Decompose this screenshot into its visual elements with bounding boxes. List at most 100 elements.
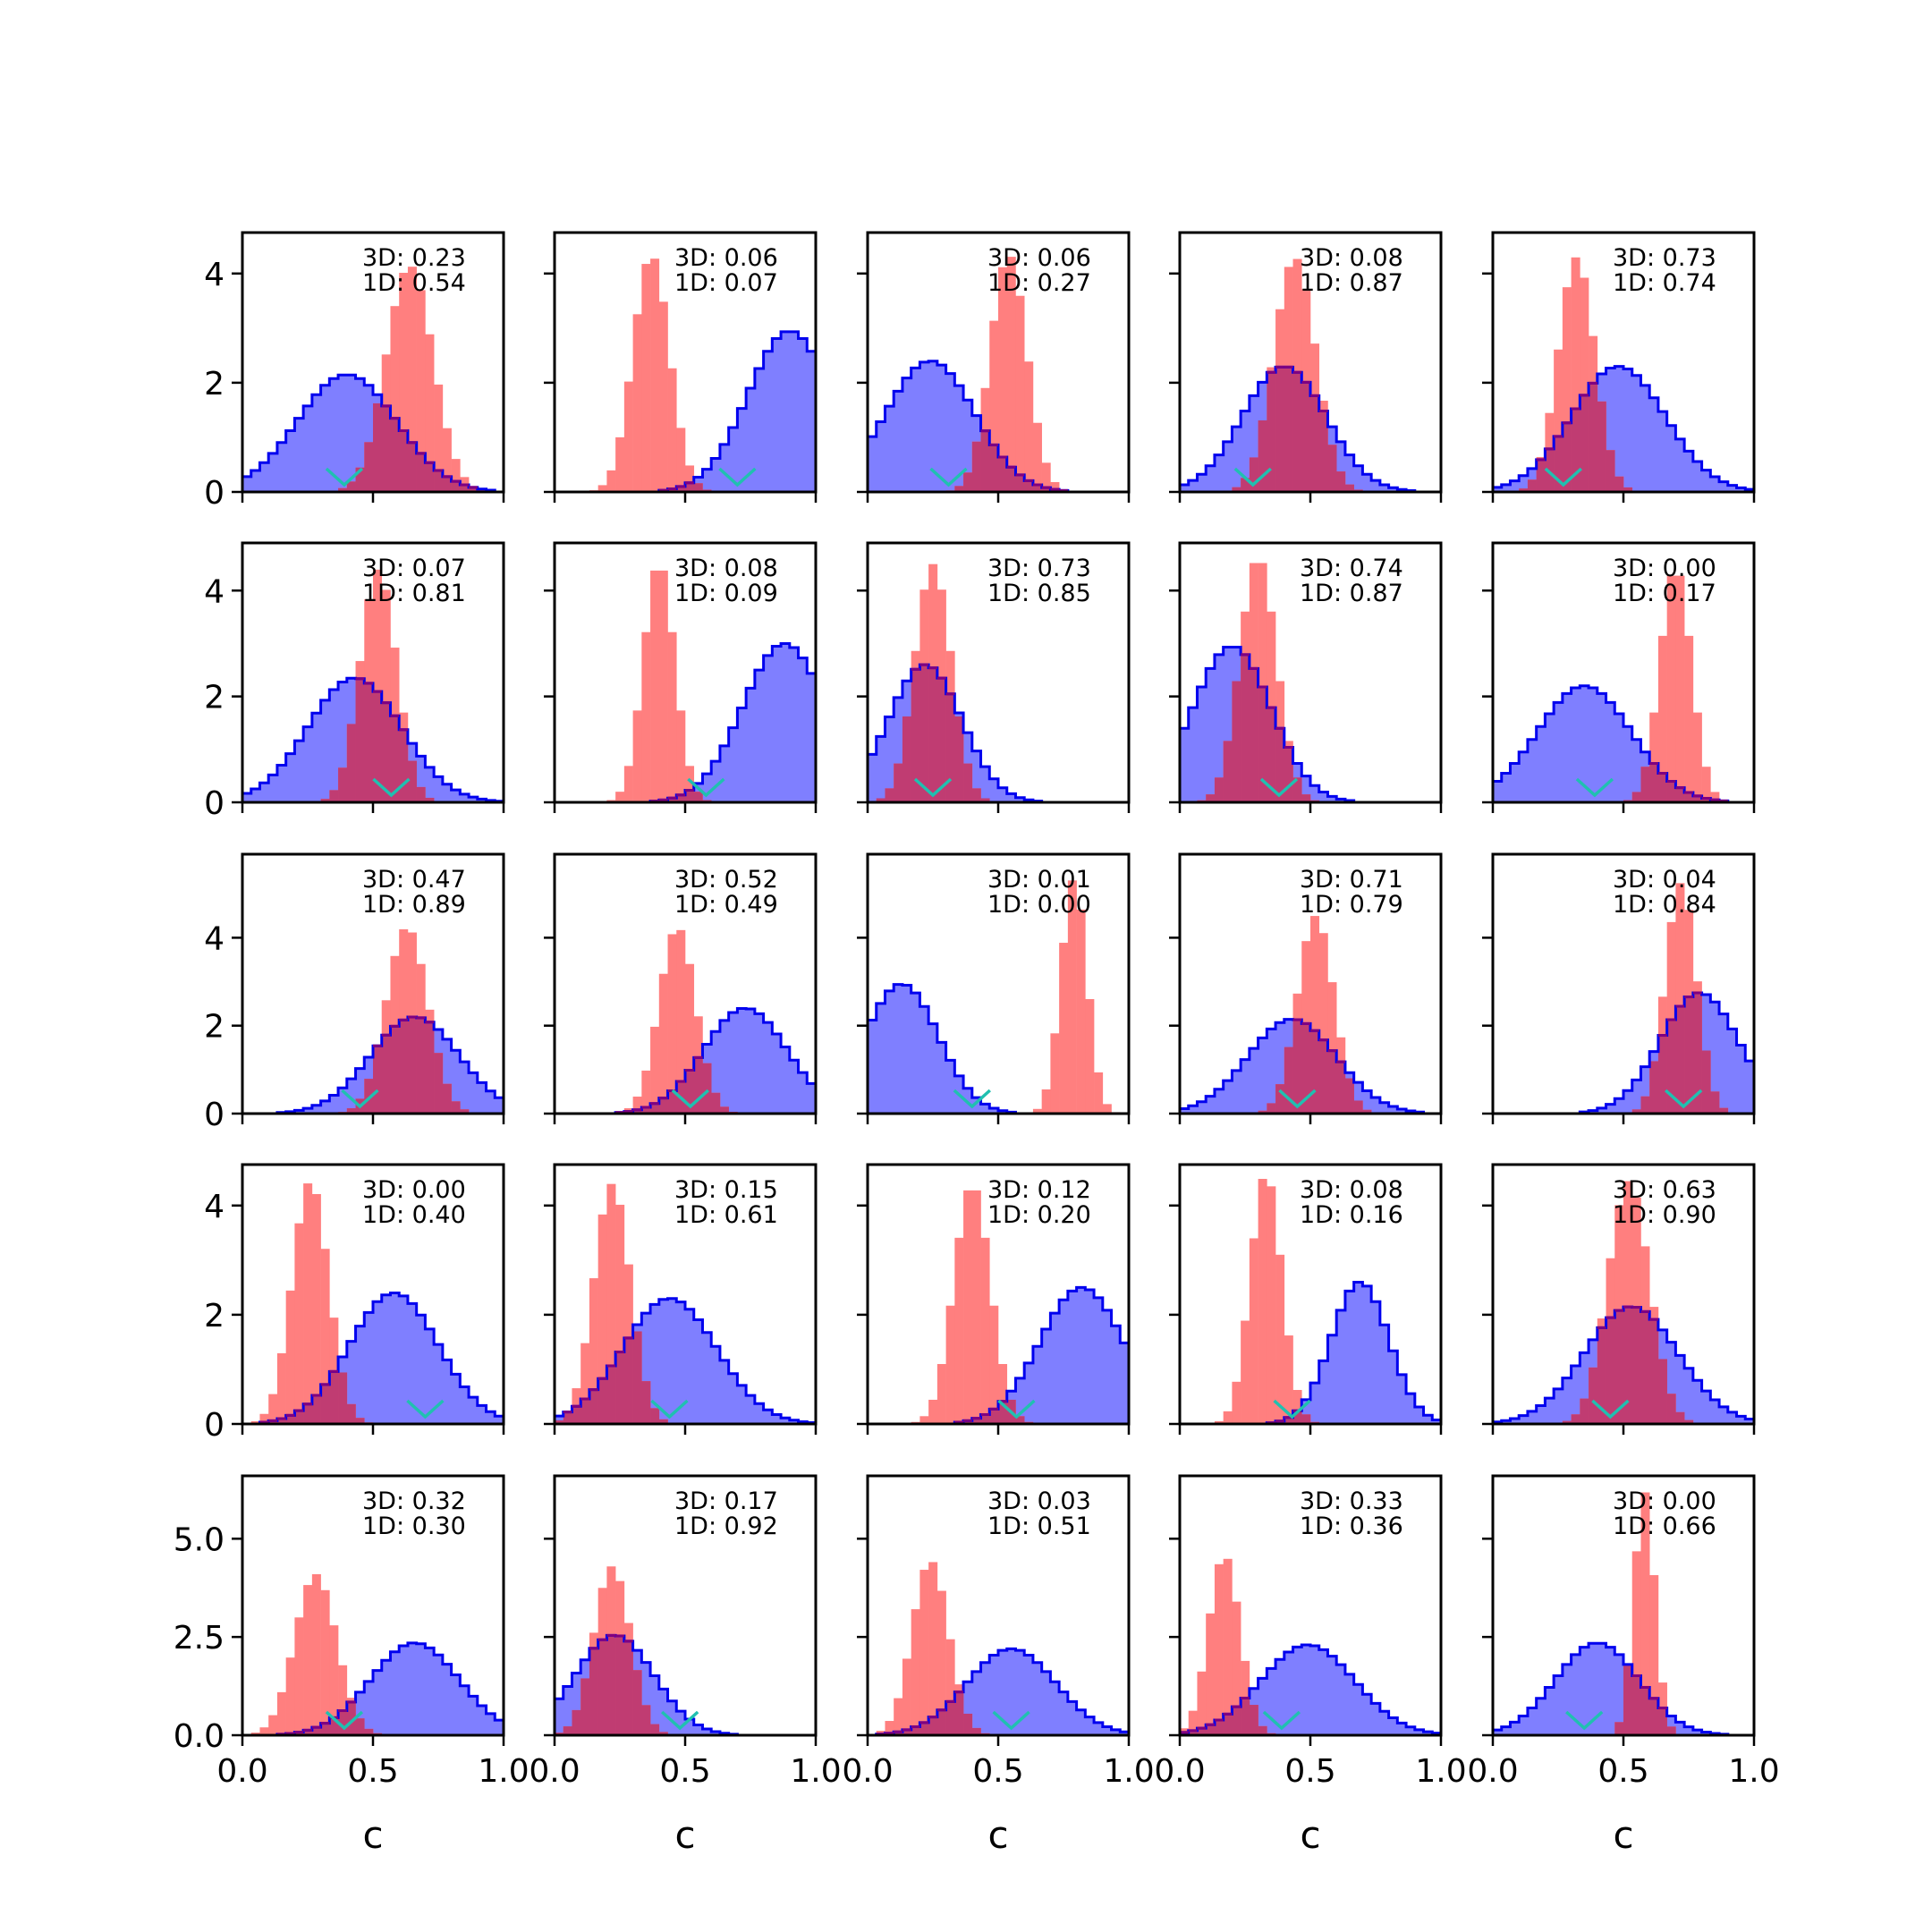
red-histogram-bar (1710, 792, 1720, 802)
overlap-bar (303, 1403, 313, 1424)
blue-histogram-outline (555, 1633, 816, 1735)
overlap-bar (294, 1732, 304, 1735)
annotation-text: 1D: 0.74 (1613, 269, 1716, 297)
overlap-bar (1267, 1103, 1276, 1114)
red-histogram-bar (676, 710, 686, 802)
overlap-bar (658, 1419, 668, 1424)
overlap-bar (460, 1109, 470, 1114)
true-value-marker (1233, 467, 1272, 487)
overlap-bar (1692, 992, 1702, 1114)
red-histogram-bar (1310, 916, 1320, 1114)
overlap-bar (1649, 1698, 1659, 1735)
overlap-bar (1301, 1023, 1311, 1114)
overlap-bar (381, 405, 391, 492)
annotation-text: 3D: 0.71 (1300, 866, 1403, 894)
red-histogram-bar (597, 485, 607, 492)
overlap-bar (1275, 1084, 1285, 1114)
blue-histogram-outline (1493, 1305, 1754, 1424)
red-histogram-bar (945, 1305, 955, 1424)
overlap-bar (329, 1371, 339, 1424)
red-histogram-bar (1223, 1558, 1233, 1735)
overlap-bar (1284, 1046, 1293, 1114)
red-histogram-bar (641, 1070, 651, 1114)
y-tick-label: 4 (204, 920, 225, 957)
red-histogram-bar (1006, 257, 1016, 492)
overlap-bar (1684, 1419, 1694, 1424)
overlap-bar (902, 1729, 911, 1735)
overlap-bar (580, 1399, 590, 1424)
overlap-bar (1015, 1416, 1025, 1424)
red-histogram-bar (998, 267, 1008, 492)
annotation-text: 1D: 0.36 (1300, 1513, 1403, 1540)
overlap-bar (1249, 668, 1258, 802)
x-tick-label: 0.0 (1467, 1753, 1518, 1790)
overlap-bar (963, 472, 973, 492)
overlap-bar (1606, 1318, 1615, 1424)
overlap-bar (1640, 767, 1650, 802)
overlap-bar (1580, 1398, 1589, 1424)
red-histogram-bar (1258, 563, 1267, 802)
annotation-text: 1D: 0.87 (1300, 580, 1403, 607)
overlap-bar (894, 763, 903, 802)
overlap-bar (954, 1691, 964, 1735)
blue-histogram-outline (555, 330, 816, 492)
red-histogram-bar (685, 465, 695, 492)
red-histogram-bar (606, 470, 616, 492)
x-tick-label: 0.5 (347, 1753, 398, 1790)
red-histogram-bar (381, 589, 391, 802)
y-tick-label: 0.0 (174, 1718, 225, 1755)
overlap-bar (641, 1381, 651, 1424)
overlap-bar (998, 1401, 1008, 1424)
red-histogram-bar (615, 436, 625, 492)
overlap-bar (667, 1090, 677, 1114)
plot-area (1180, 1558, 1441, 1735)
overlap-bar (355, 678, 365, 802)
red-histogram-bar (1249, 1238, 1258, 1424)
red-histogram-bar (919, 1570, 929, 1735)
overlap-bar (1614, 1310, 1624, 1424)
red-histogram-bar (597, 1214, 607, 1424)
y-tick-label: 5.0 (174, 1521, 225, 1558)
red-histogram-bar (971, 1190, 981, 1424)
overlap-bar (1640, 1311, 1650, 1424)
true-value-marker (1278, 1089, 1317, 1109)
red-histogram-bar (1327, 982, 1337, 1114)
overlap-bar (1562, 422, 1572, 492)
overlap-bar (373, 1046, 383, 1114)
overlap-bar (268, 1420, 278, 1424)
overlap-bar (1344, 484, 1354, 492)
blue-histogram-outline (1493, 365, 1754, 492)
blue-histogram-fill (555, 1008, 816, 1114)
red-histogram-bar (1675, 883, 1685, 1114)
annotation-text: 3D: 0.63 (1613, 1176, 1716, 1204)
red-histogram-bar (1580, 277, 1589, 492)
overlap-bar (1571, 408, 1580, 492)
blue-histogram-outline (1180, 1281, 1441, 1424)
overlap-bar (1292, 777, 1302, 802)
overlap-bar (303, 1730, 313, 1735)
overlap-bar (1232, 681, 1241, 802)
overlap-bar (1301, 1414, 1311, 1424)
overlap-bar (373, 691, 383, 802)
overlap-bar (971, 441, 981, 492)
overlap-bar (685, 482, 695, 492)
overlap-bar (1589, 383, 1598, 492)
overlap-bar (719, 1106, 729, 1114)
overlap-bar (1032, 485, 1042, 492)
plot-area (1180, 563, 1441, 802)
red-histogram-bar (1214, 1563, 1224, 1735)
plot-area (1493, 575, 1754, 802)
blue-histogram-outline (555, 1297, 816, 1424)
overlap-bar (1631, 1675, 1641, 1735)
overlap-bar (1684, 996, 1694, 1114)
overlap-bar (1267, 372, 1276, 492)
red-histogram-bar (303, 1585, 313, 1735)
